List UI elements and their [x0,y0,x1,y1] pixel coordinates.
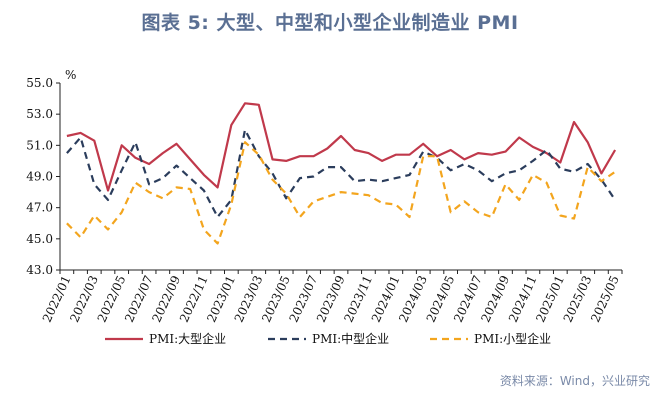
y-tick-label: 49.0 [26,170,53,184]
source-note: 资料来源：Wind，兴业研究 [499,374,650,388]
y-tick-label: 55.0 [26,76,53,90]
series-line-3 [66,141,616,245]
series-line-2 [66,128,617,219]
y-axis-unit: % [65,68,76,82]
legend-label: PMI:小型企业 [474,331,551,346]
chart-title: 图表 5: 大型、中型和小型企业制造业 PMI [141,12,519,34]
legend-label: PMI:大型企业 [149,331,226,346]
y-tick-label: 43.0 [26,263,53,277]
y-tick-label: 47.0 [26,201,53,215]
y-tick-label: 51.0 [26,138,53,152]
legend-label: PMI:中型企业 [312,331,389,346]
y-tick-label: 53.0 [26,107,53,121]
y-tick-label: 45.0 [26,232,53,246]
series-line-1 [66,102,617,192]
